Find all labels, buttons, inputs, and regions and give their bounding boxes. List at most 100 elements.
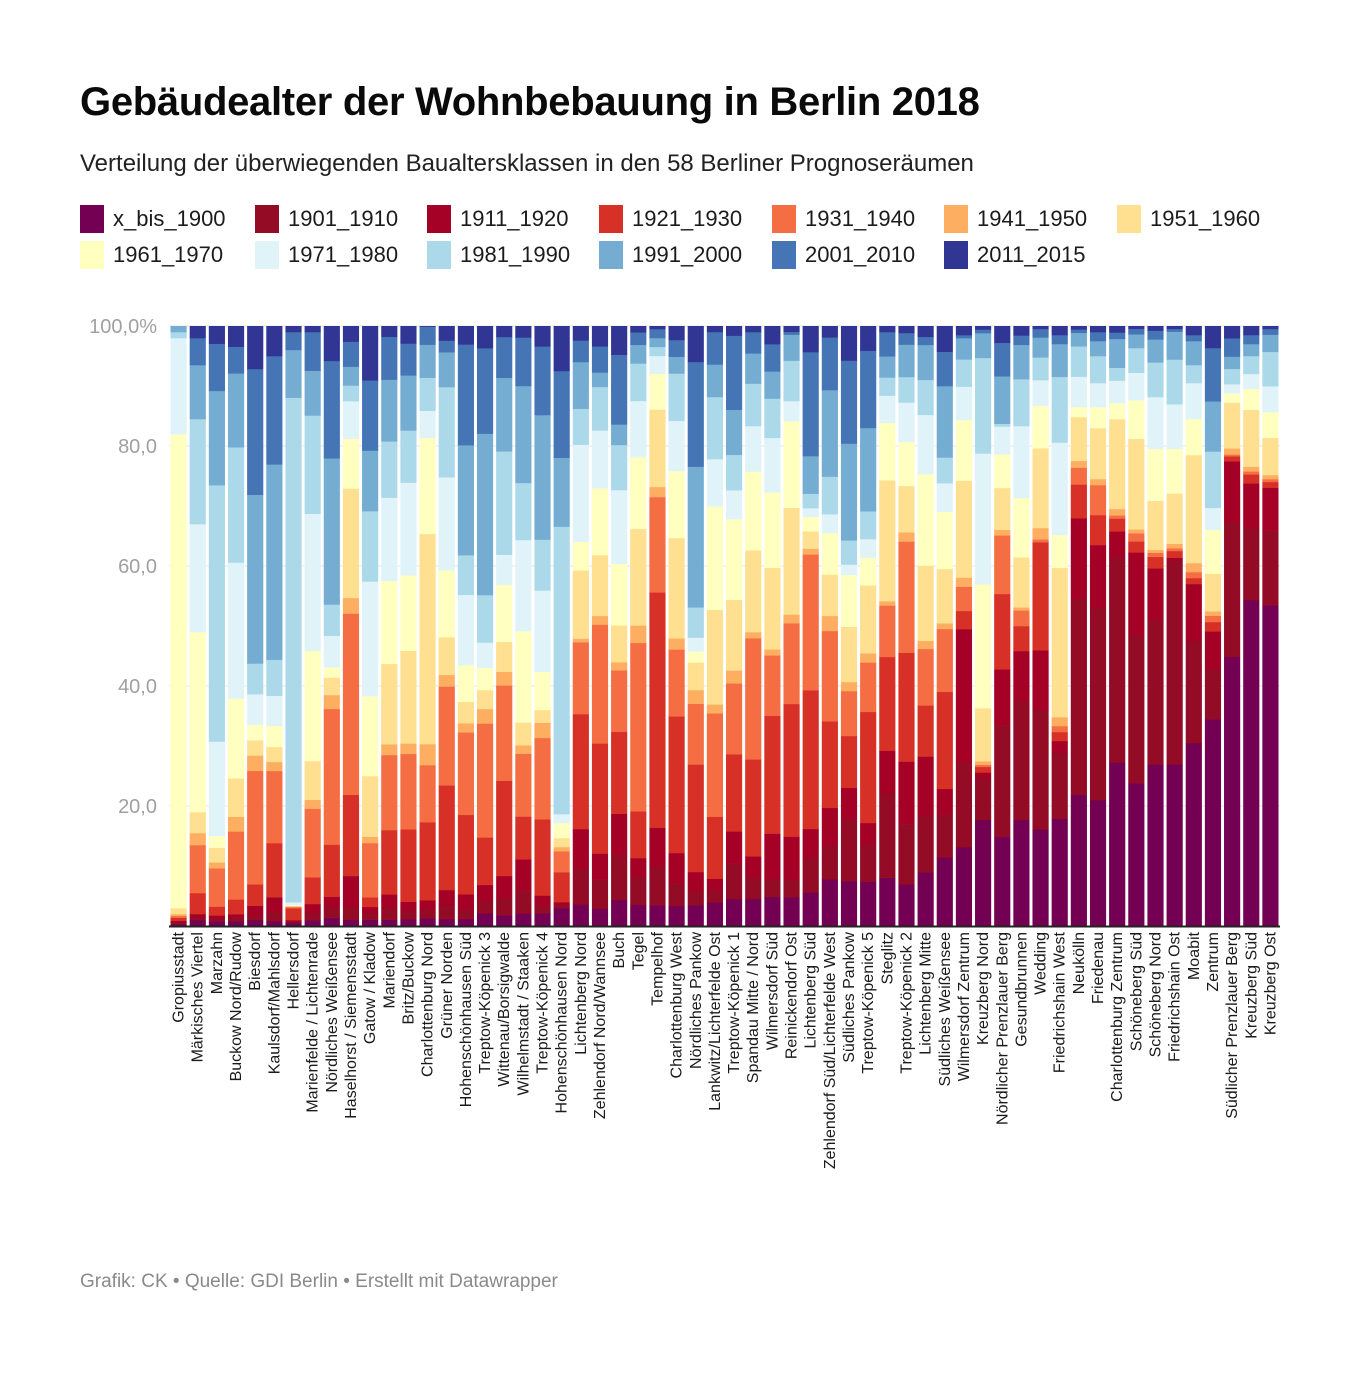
bar-segment — [342, 341, 360, 367]
bar-segment — [591, 853, 609, 880]
bar-segment — [860, 881, 877, 927]
bar-segment — [266, 356, 283, 465]
bar-stack — [1166, 326, 1183, 927]
bar-segment — [285, 902, 302, 906]
bar-segment — [726, 863, 743, 900]
bar-segment — [955, 359, 973, 387]
bar-segment — [687, 326, 704, 363]
bar-segment — [879, 792, 896, 878]
bar-segment — [438, 340, 455, 353]
bar-segment — [879, 356, 896, 378]
bar-stack — [994, 326, 1011, 927]
bar-segment — [1224, 356, 1241, 370]
bar-stack — [1128, 326, 1145, 927]
bar-segment — [1147, 552, 1164, 558]
bar-segment — [362, 696, 379, 777]
bar-segment — [1204, 401, 1222, 452]
bar-segment — [208, 918, 225, 922]
bar-segment — [1128, 372, 1145, 401]
bar-segment — [1089, 407, 1107, 429]
bar-segment — [1109, 557, 1126, 763]
bar-segment — [572, 904, 589, 927]
bar-stack — [189, 326, 206, 927]
bar-segment — [840, 574, 858, 627]
bar-segment — [860, 711, 877, 824]
bar-segment — [860, 427, 877, 512]
bar-segment — [1147, 330, 1164, 340]
bar-segment — [975, 764, 992, 768]
bar-segment — [1128, 634, 1145, 784]
legend-label: 1961_1970 — [113, 242, 224, 267]
bar-segment — [936, 457, 953, 484]
bar-stack — [975, 326, 992, 927]
bar-segment — [285, 349, 302, 398]
bar-segment — [476, 708, 494, 724]
bar-segment — [381, 326, 398, 338]
bar-segment — [1089, 428, 1107, 480]
bar-segment — [955, 610, 973, 630]
bar-segment — [285, 905, 302, 907]
bar-segment — [1109, 531, 1126, 558]
bar-stack — [419, 326, 436, 927]
bar-segment — [400, 343, 417, 376]
bar-segment — [1185, 335, 1202, 342]
bar-segment — [975, 708, 992, 762]
bar-segment — [1166, 493, 1183, 544]
bar-segment — [668, 326, 685, 341]
bar-stack — [285, 326, 302, 927]
bar-segment — [553, 823, 570, 839]
bar-segment — [285, 923, 302, 927]
bar-stack — [496, 326, 513, 927]
bar-segment — [247, 326, 264, 370]
bar-stack — [687, 326, 704, 927]
bar-segment — [1089, 332, 1107, 342]
bar-segment — [591, 615, 609, 625]
bar-segment — [1262, 605, 1279, 927]
bar-stack — [304, 326, 321, 927]
bar-segment — [496, 554, 513, 585]
bar-segment — [821, 514, 838, 534]
bar-segment — [994, 487, 1011, 531]
bar-segment — [630, 858, 647, 878]
legend-item: 1941_1950 — [944, 205, 1087, 233]
legend-item: 2011_2015 — [944, 241, 1086, 269]
bar-segment — [208, 868, 225, 907]
bar-segment — [1147, 556, 1164, 569]
x-tick-label: Lichtenberg Nord — [573, 932, 590, 1055]
bar-segment — [1204, 451, 1222, 509]
bar-segment — [1204, 529, 1222, 574]
legend-item: 1931_1940 — [772, 205, 915, 233]
x-tick-label: Tempelhof — [649, 931, 666, 1005]
bar-segment — [783, 623, 800, 705]
bar-segment — [1262, 411, 1279, 439]
bar-segment — [917, 705, 934, 757]
bar-segment — [496, 451, 513, 555]
bar-segment — [208, 906, 225, 916]
bar-segment — [553, 908, 570, 927]
bar-segment — [649, 827, 666, 867]
bar-segment — [572, 638, 589, 643]
bar-stack — [227, 326, 245, 927]
legend-swatch — [1117, 205, 1141, 233]
legend-label: 1971_1980 — [288, 242, 399, 267]
bar-segment — [745, 898, 762, 927]
x-tick-label: Wilmersdorf Zentrum — [956, 932, 973, 1081]
bar-segment — [994, 376, 1011, 424]
bar-segment — [323, 907, 340, 918]
bar-segment — [1224, 384, 1241, 394]
bar-segment — [1089, 356, 1107, 384]
bar-segment — [591, 326, 609, 347]
bar-segment — [400, 326, 417, 344]
bar-segment — [898, 884, 915, 927]
legend-label: x_bis_1900 — [113, 206, 226, 231]
bar-segment — [572, 868, 589, 905]
bar-segment — [630, 625, 647, 644]
bar-segment — [1051, 343, 1068, 378]
bar-segment — [1013, 557, 1030, 608]
bar-stack — [802, 326, 819, 927]
bar-segment — [1185, 383, 1202, 420]
bar-segment — [630, 642, 647, 812]
bar-stack — [1147, 326, 1164, 927]
legend-item: x_bis_1900 — [80, 205, 226, 233]
bar-segment — [362, 326, 379, 381]
